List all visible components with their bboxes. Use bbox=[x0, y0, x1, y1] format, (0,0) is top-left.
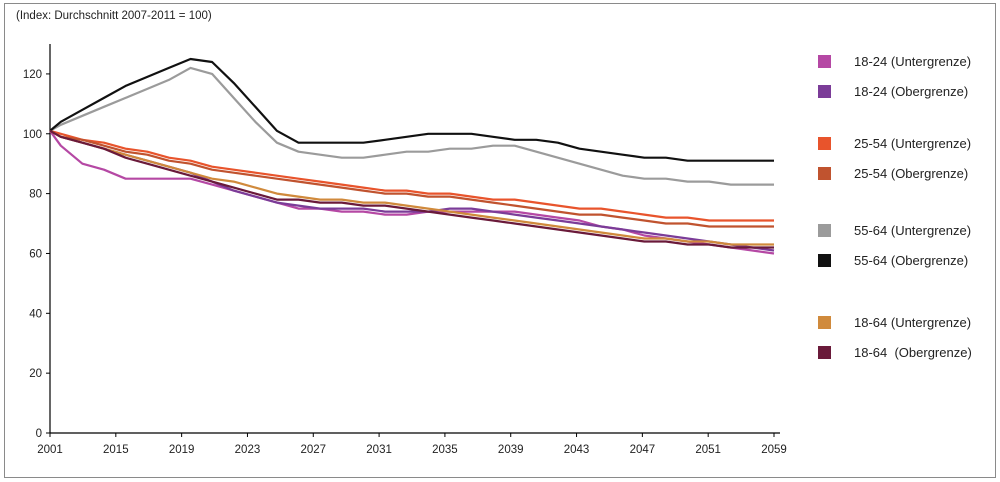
series-line-5 bbox=[49, 57, 774, 162]
y-tick-label: 0 bbox=[36, 428, 42, 440]
y-ticks: 0 20 40 60 80 100 120 bbox=[23, 69, 50, 440]
chart-subtitle: (Index: Durchschnitt 2007-2011 = 100) bbox=[16, 10, 212, 22]
y-tick-label: 120 bbox=[23, 69, 42, 81]
y-tick-label: 20 bbox=[29, 368, 42, 380]
x-tick-label: 2001 bbox=[37, 444, 63, 456]
series-line-4 bbox=[49, 66, 774, 186]
x-tick-label: 2027 bbox=[300, 444, 326, 456]
series-lines bbox=[49, 57, 775, 255]
x-tick-label: 2023 bbox=[235, 444, 261, 456]
chart-axes bbox=[49, 44, 780, 434]
x-tick-label: 2047 bbox=[630, 444, 656, 456]
y-tick-label: 40 bbox=[29, 308, 42, 320]
x-tick-label: 2039 bbox=[498, 444, 524, 456]
x-tick-label: 2035 bbox=[432, 444, 458, 456]
series-line-0 bbox=[49, 130, 775, 255]
x-tick-label: 2059 bbox=[761, 444, 787, 456]
y-tick-label: 100 bbox=[23, 129, 42, 141]
x-tick-label: 2043 bbox=[564, 444, 590, 456]
y-tick-label: 80 bbox=[29, 189, 42, 201]
series-line-2 bbox=[49, 129, 774, 222]
x-tick-label: 2031 bbox=[366, 444, 392, 456]
x-ticks: 2001 2015 2019 2023 2027 2031 2035 2039 2043 2047… bbox=[37, 433, 787, 456]
series-line-3 bbox=[49, 129, 774, 228]
x-tick-label: 2015 bbox=[103, 444, 129, 456]
x-tick-label: 2051 bbox=[695, 444, 721, 456]
x-tick-label: 2019 bbox=[169, 444, 195, 456]
series-line-6 bbox=[49, 129, 774, 246]
series-line-7 bbox=[49, 129, 774, 249]
y-tick-label: 60 bbox=[29, 248, 42, 260]
chart-frame bbox=[4, 3, 996, 478]
